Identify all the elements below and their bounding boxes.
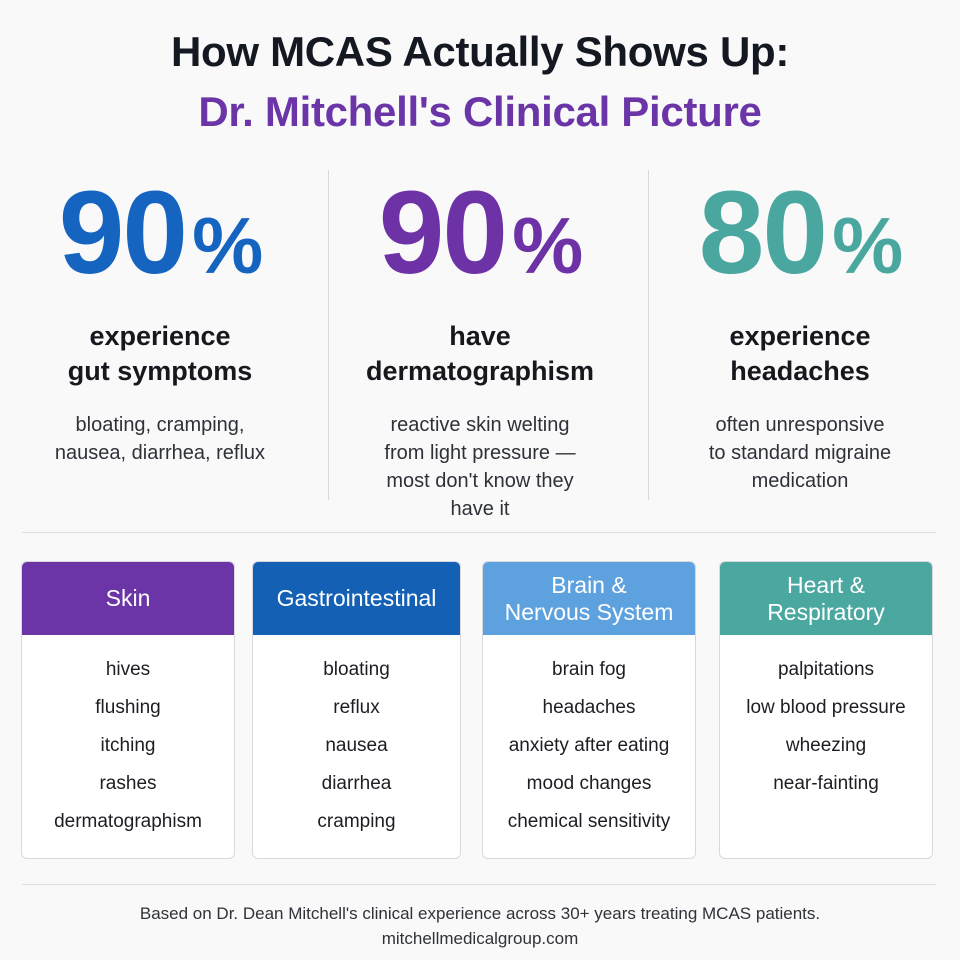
section-divider-bottom xyxy=(22,884,936,885)
card-skin-list: hives flushing itching rashes dermatogra… xyxy=(22,635,234,841)
list-item: diarrhea xyxy=(321,773,392,794)
list-item: palpitations xyxy=(777,659,875,680)
card-brain-nervous-list: brain fog headaches anxiety after eating… xyxy=(483,635,695,841)
list-item: anxiety after eating xyxy=(508,735,670,756)
stat-gut-description: bloating, cramping, nausea, diarrhea, re… xyxy=(54,414,266,464)
card-heart-respiratory-header: Heart & Respiratory xyxy=(720,562,932,635)
list-item: itching xyxy=(100,735,156,756)
stat-headache: 80% experience headaches often unrespons… xyxy=(640,168,960,495)
list-item: hives xyxy=(105,659,151,680)
list-item: cramping xyxy=(317,811,396,832)
list-item: near-fainting xyxy=(773,773,879,794)
card-gastrointestinal-list: bloating reflux nausea diarrhea cramping xyxy=(253,635,460,841)
footer-note: Based on Dr. Dean Mitchell's clinical ex… xyxy=(139,904,821,923)
list-item: nausea xyxy=(325,735,388,756)
stat-skin-value: 90% xyxy=(378,167,583,299)
stat-gut-heading: experience gut symptoms xyxy=(67,321,253,386)
section-divider-top xyxy=(22,532,936,533)
card-heart-respiratory: Heart & Respiratory palpitations low blo… xyxy=(719,561,933,859)
stat-headache-description: often unresponsive to standard migraine … xyxy=(708,414,892,492)
stat-headache-value: 80% xyxy=(698,167,903,299)
stat-divider-1 xyxy=(328,170,329,500)
list-item: wheezing xyxy=(785,735,867,756)
list-item: headaches xyxy=(542,697,636,718)
list-item: rashes xyxy=(99,773,157,794)
card-skin-header: Skin xyxy=(22,562,234,635)
page-title: How MCAS Actually Shows Up: xyxy=(170,28,790,75)
stat-skin-description: reactive skin welting from light pressur… xyxy=(384,414,576,520)
list-item: chemical sensitivity xyxy=(507,811,671,832)
stat-skin: 90% have dermatographism reactive skin w… xyxy=(320,168,640,523)
stat-gut-value: 90% xyxy=(58,167,263,299)
title-block: How MCAS Actually Shows Up: Dr. Mitchell… xyxy=(0,26,960,138)
card-brain-nervous-header: Brain & Nervous System xyxy=(483,562,695,635)
stats-section: 90% experience gut symptoms bloating, cr… xyxy=(0,168,960,520)
footer-website: mitchellmedicalgroup.com xyxy=(381,929,579,948)
stat-divider-2 xyxy=(648,170,649,500)
card-gastrointestinal-header: Gastrointestinal xyxy=(253,562,460,635)
list-item: reflux xyxy=(333,697,380,718)
list-item: low blood pressure xyxy=(746,697,906,718)
footer: Based on Dr. Dean Mitchell's clinical ex… xyxy=(0,901,960,951)
page-subtitle: Dr. Mitchell's Clinical Picture xyxy=(198,88,762,135)
card-skin: Skin hives flushing itching rashes derma… xyxy=(21,561,235,859)
list-item: bloating xyxy=(323,659,390,680)
list-item: mood changes xyxy=(526,773,652,794)
list-item: dermatographism xyxy=(54,811,202,832)
card-brain-nervous: Brain & Nervous System brain fog headach… xyxy=(482,561,696,859)
stat-headache-heading: experience headaches xyxy=(729,321,871,386)
stat-skin-heading: have dermatographism xyxy=(365,321,595,386)
card-gastrointestinal: Gastrointestinal bloating reflux nausea … xyxy=(252,561,461,859)
list-item: flushing xyxy=(95,697,161,718)
stat-gut: 90% experience gut symptoms bloating, cr… xyxy=(0,168,320,467)
list-item: brain fog xyxy=(552,659,626,680)
card-heart-respiratory-list: palpitations low blood pressure wheezing… xyxy=(720,635,932,803)
